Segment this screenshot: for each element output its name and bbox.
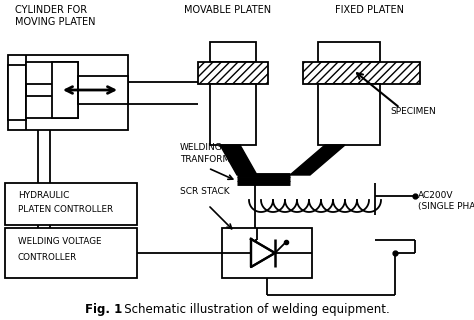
- Bar: [8, 65, 26, 120]
- Polygon shape: [220, 145, 257, 175]
- Bar: [318, 84, 380, 145]
- Text: (SINGLE PHASE): (SINGLE PHASE): [418, 203, 474, 212]
- Bar: [318, 42, 380, 62]
- Text: SPECIMEN: SPECIMEN: [390, 108, 436, 116]
- Polygon shape: [251, 239, 275, 267]
- Bar: [8, 55, 128, 130]
- Text: WELDING VOLTAGE: WELDING VOLTAGE: [18, 237, 101, 246]
- Text: PLATEN CONTROLLER: PLATEN CONTROLLER: [18, 205, 113, 214]
- Text: CONTROLLER: CONTROLLER: [18, 253, 77, 262]
- Bar: [222, 228, 312, 278]
- Text: WELDING: WELDING: [180, 143, 223, 153]
- Bar: [5, 183, 137, 225]
- Bar: [210, 84, 256, 145]
- Bar: [52, 62, 78, 118]
- Bar: [210, 42, 256, 62]
- Text: HYDRAULIC: HYDRAULIC: [18, 191, 69, 201]
- Bar: [78, 76, 128, 104]
- Text: Schematic illustration of welding equipment.: Schematic illustration of welding equipm…: [113, 303, 390, 316]
- Bar: [198, 62, 268, 84]
- Text: FIXED PLATEN: FIXED PLATEN: [336, 5, 404, 15]
- Bar: [26, 62, 78, 84]
- Bar: [303, 62, 420, 84]
- Text: Fig. 1: Fig. 1: [85, 303, 122, 316]
- Text: MOVING PLATEN: MOVING PLATEN: [15, 17, 95, 27]
- Bar: [5, 228, 137, 278]
- Text: AC200V: AC200V: [418, 191, 454, 201]
- Text: CYLINDER FOR: CYLINDER FOR: [15, 5, 87, 15]
- Polygon shape: [290, 145, 345, 175]
- Text: TRANFORMER: TRANFORMER: [180, 156, 242, 164]
- Text: SCR STACK: SCR STACK: [180, 188, 229, 196]
- Bar: [26, 96, 78, 118]
- Text: MOVABLE PLATEN: MOVABLE PLATEN: [184, 5, 272, 15]
